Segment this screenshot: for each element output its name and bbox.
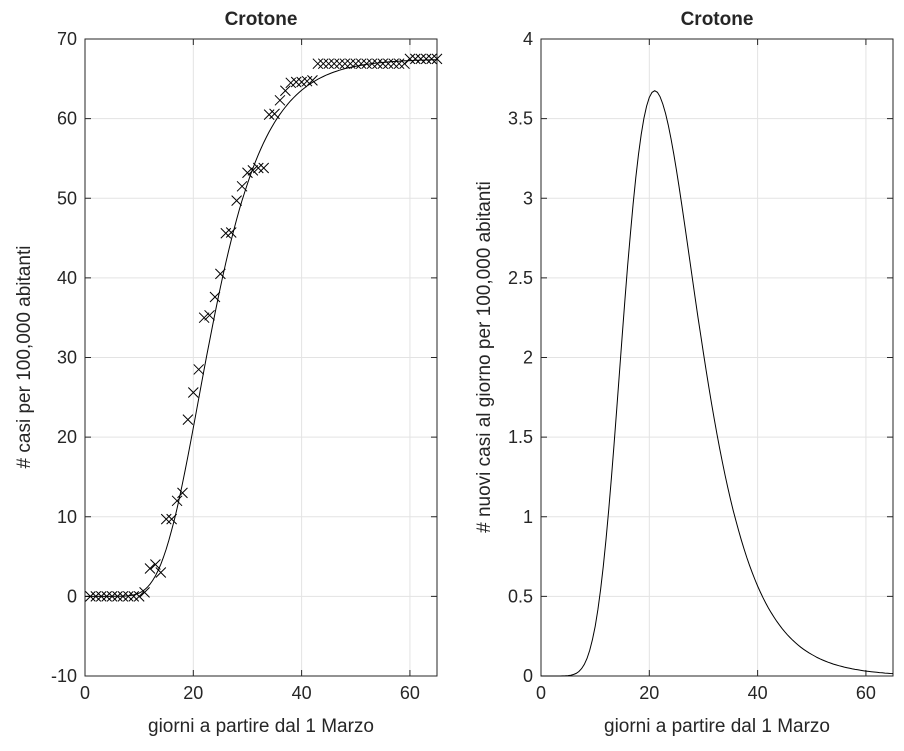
data-point-marker	[431, 53, 443, 65]
data-point-marker	[312, 58, 324, 70]
y-tick-label: 30	[57, 348, 77, 368]
data-point-marker	[409, 53, 421, 65]
data-point-marker	[404, 53, 416, 65]
data-point-marker	[307, 75, 318, 86]
data-point-marker	[285, 77, 297, 89]
data-point-marker	[252, 162, 264, 174]
x-tick-label: 60	[856, 683, 876, 703]
y-tick-label: 0	[523, 666, 533, 686]
data-point-marker	[160, 513, 172, 525]
data-point-marker	[209, 291, 221, 303]
y-tick-label: 60	[57, 109, 77, 129]
left-ylabel: # casi per 100,000 abitanti	[14, 246, 35, 469]
data-point-marker	[355, 58, 367, 70]
data-point-marker	[177, 487, 188, 499]
y-tick-label: 4	[523, 29, 533, 49]
data-point-marker	[301, 75, 313, 87]
left-xlabel: giorni a partire dal 1 Marzo	[148, 716, 374, 737]
right-title: Crotone	[681, 9, 754, 30]
y-tick-label: 1	[523, 507, 533, 527]
x-tick-label: 40	[292, 683, 312, 703]
data-point-marker	[155, 567, 167, 578]
y-tick-label: 3.5	[508, 109, 533, 129]
data-point-marker	[317, 58, 329, 70]
data-point-marker	[193, 364, 205, 375]
y-tick-label: 2.5	[508, 268, 533, 288]
data-point-marker	[231, 195, 242, 206]
left-title: Crotone	[225, 9, 298, 30]
data-point-marker	[290, 76, 302, 88]
data-point-marker	[171, 495, 183, 507]
data-point-marker	[128, 591, 140, 602]
x-tick-label: 20	[183, 683, 203, 703]
fit-curve	[85, 59, 438, 597]
y-tick-label: 50	[57, 188, 77, 208]
data-point-marker	[220, 227, 232, 239]
data-point-marker	[377, 58, 389, 70]
data-point-marker	[420, 53, 432, 65]
right-axes: Crotone giorni a partire dal 1 Marzo # n…	[474, 9, 894, 737]
data-point-marker	[426, 53, 437, 65]
data-point-marker	[323, 58, 335, 70]
data-point-marker	[361, 58, 372, 70]
data-point-marker	[187, 387, 199, 398]
data-point-marker	[280, 85, 291, 97]
data-point-marker	[393, 58, 405, 70]
data-point-marker	[382, 58, 394, 70]
x-tick-label: 20	[639, 683, 659, 703]
data-point-marker	[274, 94, 286, 106]
data-point-marker	[258, 162, 270, 174]
data-point-marker	[144, 563, 156, 574]
data-point-marker	[372, 58, 383, 70]
x-tick-label: 40	[748, 683, 768, 703]
data-point-marker	[328, 58, 340, 70]
y-tick-label: 10	[57, 507, 77, 527]
right-xlabel: giorni a partire dal 1 Marzo	[604, 716, 830, 737]
data-point-marker	[204, 309, 215, 321]
y-tick-label: 1.5	[508, 427, 533, 447]
daily-cases-curve	[541, 90, 894, 677]
data-point-marker	[122, 591, 134, 602]
axes-box	[540, 38, 894, 677]
y-tick-label: 3	[523, 188, 533, 208]
axes-box	[84, 38, 438, 677]
data-point-marker	[242, 167, 253, 179]
y-tick-label: 0	[67, 586, 77, 606]
data-point-marker	[339, 58, 351, 70]
right-ylabel: # nuovi casi al giorno per 100,000 abita…	[474, 181, 495, 533]
data-point-marker	[388, 58, 400, 70]
y-tick-label: 0.5	[508, 586, 533, 606]
data-point-marker	[415, 53, 427, 65]
data-point-marker	[139, 587, 150, 598]
x-tick-label: 0	[80, 683, 90, 703]
data-point-marker	[334, 58, 345, 70]
x-tick-label: 60	[400, 683, 420, 703]
y-tick-label: 40	[57, 268, 77, 288]
data-point-marker	[247, 165, 259, 176]
left-axes: Crotone giorni a partire dal 1 Marzo # c…	[14, 9, 443, 737]
y-tick-label: 70	[57, 29, 77, 49]
data-point-marker	[182, 414, 194, 425]
data-point-marker	[133, 591, 145, 602]
y-tick-label: 20	[57, 427, 77, 447]
data-point-marker	[198, 312, 210, 324]
y-tick-label: 2	[523, 348, 533, 368]
y-tick-label: -10	[51, 666, 77, 686]
x-tick-label: 0	[536, 683, 546, 703]
data-point-marker	[225, 227, 237, 238]
